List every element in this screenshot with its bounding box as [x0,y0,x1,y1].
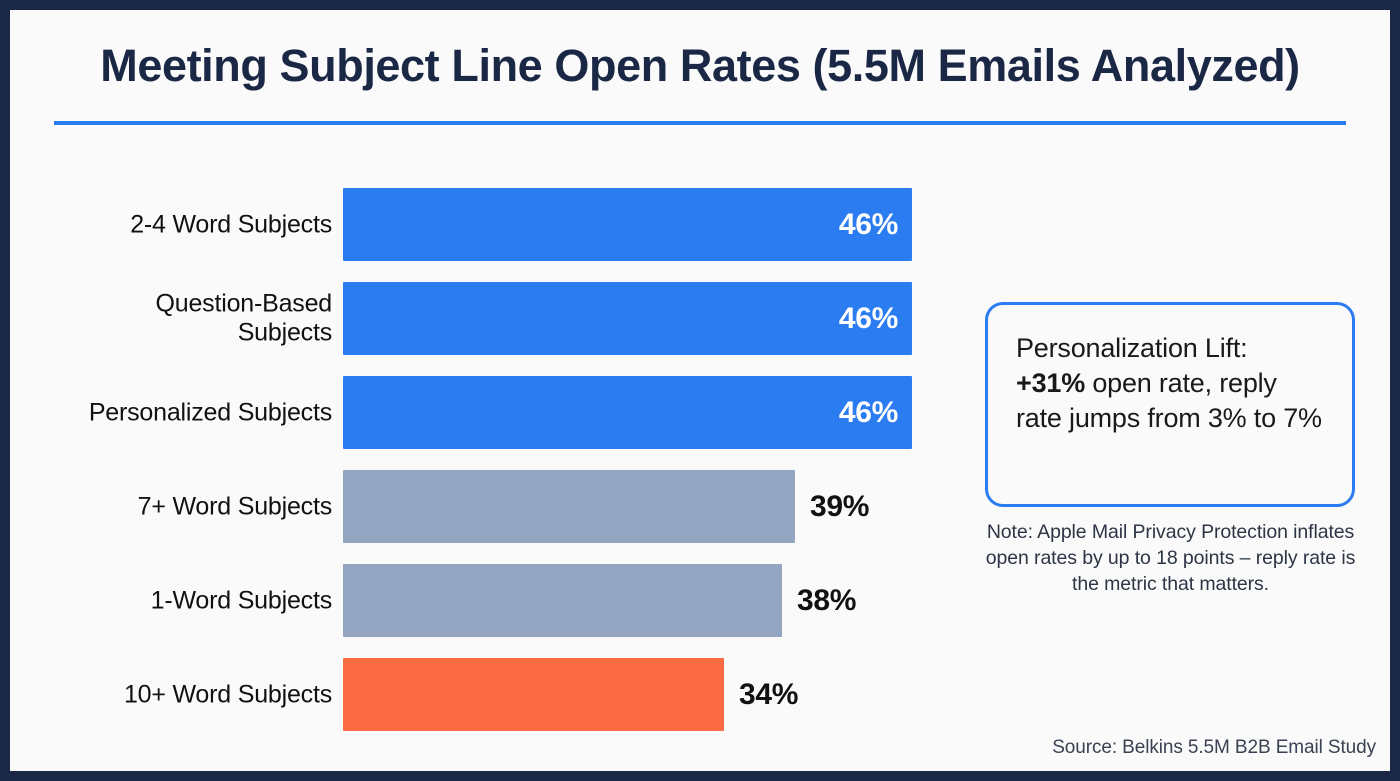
insight-callout-highlight: +31% [1016,368,1086,399]
bar-segment [343,470,795,543]
chart-row: 1-Word Subjects 38% [10,564,950,637]
bar-value-label: 46% [838,301,898,335]
bar-segment: 46% [343,282,912,355]
chart-row: 7+ Word Subjects 39% [10,470,950,543]
disclaimer-note: Note: Apple Mail Privacy Protection infl… [985,521,1356,595]
chart-row: 2-4 Word Subjects 46% [10,188,950,261]
bar-category-label: Personalized Subjects [32,398,332,428]
chart-row: Question-Based Subjects 46% [10,282,950,355]
bar-value-label: 39% [810,489,870,523]
bar-value-label: 46% [838,395,898,429]
chart-row: 10+ Word Subjects 34% [10,658,950,731]
slide-canvas: Meeting Subject Line Open Rates (5.5M Em… [10,10,1390,771]
bar-category-line1: 7+ Word Subjects [137,491,333,520]
bar-category-line2: Subjects [237,318,332,347]
insight-callout: Personalization Lift: +31% open rate, re… [985,302,1355,507]
bar-segment [343,658,724,731]
insight-callout-text: Personalization Lift: +31% open rate, re… [1016,331,1328,436]
bar-value-label: 38% [797,583,857,617]
bar-value-label: 34% [739,677,799,711]
bar-track: 46% [343,188,950,261]
title-divider [54,121,1346,125]
bar-category-line1: Question-Based [155,289,333,317]
insight-callout-body: open rate, reply rate jumps from 3% to 7… [1016,368,1322,434]
bar-track: 39% [343,470,950,543]
bar-category-label: 7+ Word Subjects [32,491,333,522]
bar-category-label: 1-Word Subjects [32,585,333,616]
bar-category-line1: Personalized Subjects [88,397,332,426]
bar-chart: 2-4 Word Subjects 46% Question-Based Sub… [10,168,950,738]
bar-track: 38% [343,564,950,637]
bar-track: 34% [343,658,950,731]
bar-value-label: 46% [838,207,898,241]
source-citation: Source: Belkins 5.5M B2B Email Study [1052,737,1376,758]
bar-category-label: 2-4 Word Subjects [32,210,332,240]
bar-segment [343,564,782,637]
bar-category-line1: 2-4 Word Subjects [130,209,332,238]
bar-category-line1: 1-Word Subjects [150,585,333,614]
chart-row: Personalized Subjects 46% [10,376,950,449]
bar-segment: 46% [343,188,912,261]
bar-track: 46% [343,282,950,355]
bar-category-label: Question-Based Subjects [32,289,333,348]
page-title: Meeting Subject Line Open Rates (5.5M Em… [100,40,1300,91]
bar-track: 46% [343,376,950,449]
bar-category-line1: 10+ Word Subjects [123,679,332,708]
insight-callout-heading: Personalization Lift: [1016,333,1248,363]
bar-category-label: 10+ Word Subjects [32,680,332,710]
bar-segment: 46% [343,376,912,449]
